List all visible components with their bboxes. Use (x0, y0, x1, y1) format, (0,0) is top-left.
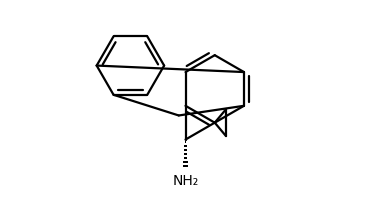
Text: NH₂: NH₂ (172, 174, 199, 188)
